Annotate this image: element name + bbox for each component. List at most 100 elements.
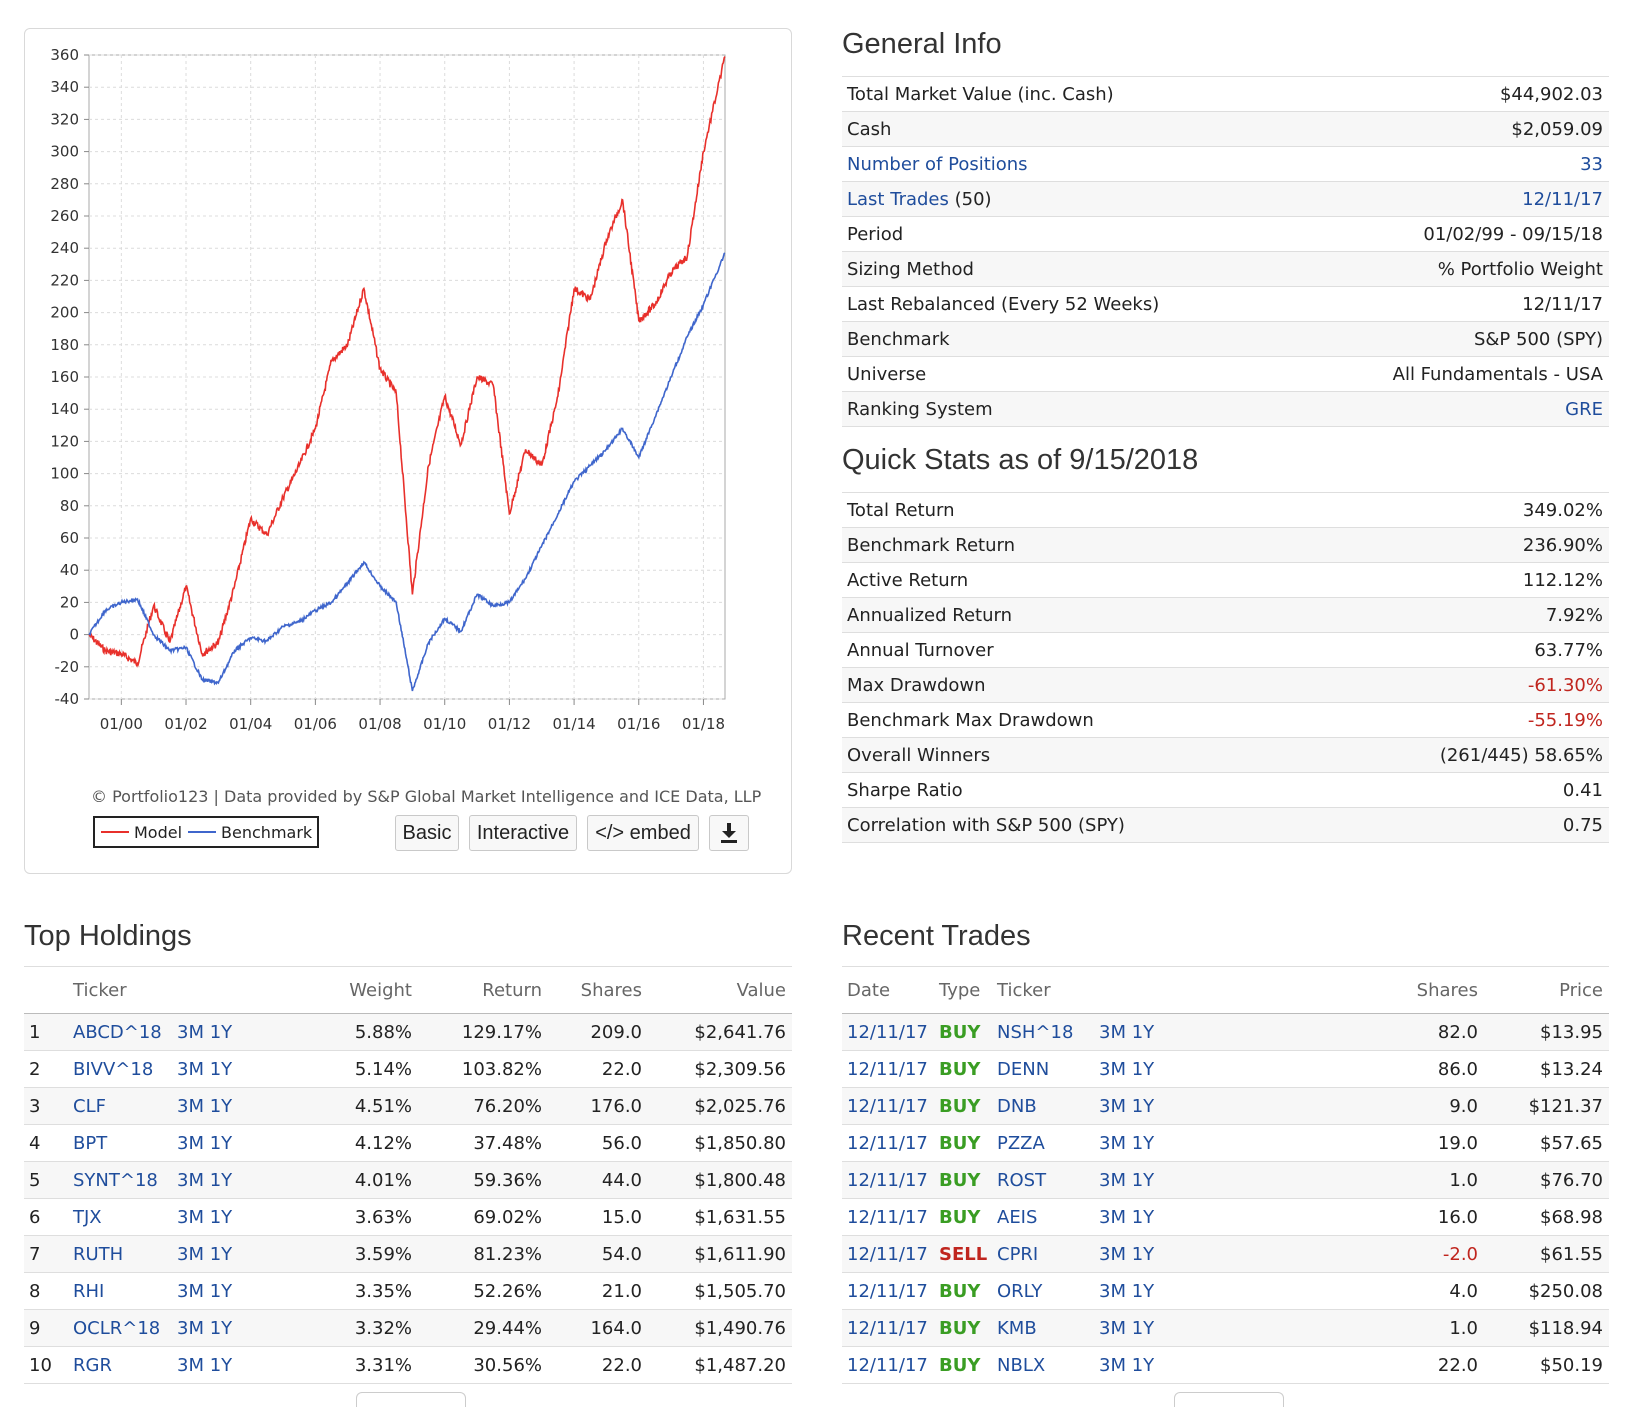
- trade-ticker-link[interactable]: AEIS: [996, 1198, 1098, 1236]
- ranking-system-link[interactable]: GRE: [1565, 398, 1603, 420]
- holding-ticker-link[interactable]: TJX: [72, 1198, 176, 1236]
- holding-3m-link[interactable]: 3M: [177, 1317, 204, 1339]
- trade-price: $76.70: [1484, 1161, 1609, 1199]
- date-header[interactable]: Date: [842, 966, 938, 1014]
- embed-button[interactable]: </> embed: [587, 815, 699, 851]
- stat-row: Correlation with S&P 500 (SPY) 0.75: [842, 807, 1609, 843]
- trade-date-link[interactable]: 12/11/17: [842, 1124, 938, 1162]
- trade-date-link[interactable]: 12/11/17: [842, 1309, 938, 1347]
- stat-label: Benchmark Return: [847, 534, 1015, 556]
- holding-1y-link[interactable]: 1Y: [209, 1354, 233, 1376]
- trade-ticker-link[interactable]: ORLY: [996, 1272, 1098, 1310]
- trade-3m-link[interactable]: 3M: [1099, 1206, 1126, 1228]
- trade-3m-link[interactable]: 3M: [1099, 1354, 1126, 1376]
- trade-1y-link[interactable]: 1Y: [1131, 1317, 1155, 1339]
- holding-ticker-link[interactable]: BPT: [72, 1124, 176, 1162]
- number-of-positions-link[interactable]: Number of Positions: [847, 153, 1028, 175]
- trade-3m-link[interactable]: 3M: [1099, 1317, 1126, 1339]
- holding-1y-link[interactable]: 1Y: [209, 1243, 233, 1265]
- trade-date-link[interactable]: 12/11/17: [842, 1013, 938, 1051]
- trade-1y-link[interactable]: 1Y: [1131, 1132, 1155, 1154]
- holding-3m-link[interactable]: 3M: [177, 1354, 204, 1376]
- trade-date-link[interactable]: 12/11/17: [842, 1235, 938, 1273]
- holding-ticker-link[interactable]: RHI: [72, 1272, 176, 1310]
- trade-1y-link[interactable]: 1Y: [1131, 1280, 1155, 1302]
- trade-date-link[interactable]: 12/11/17: [842, 1198, 938, 1236]
- holding-shares: 164.0: [548, 1309, 648, 1347]
- holding-ticker-link[interactable]: OCLR^18: [72, 1309, 176, 1347]
- holding-return: 129.17%: [418, 1013, 548, 1051]
- y-tick-label: 160: [50, 368, 79, 386]
- holding-3m-link[interactable]: 3M: [177, 1206, 204, 1228]
- trade-3m-link[interactable]: 3M: [1099, 1058, 1126, 1080]
- holding-1y-link[interactable]: 1Y: [209, 1280, 233, 1302]
- holding-1y-link[interactable]: 1Y: [209, 1317, 233, 1339]
- interactive-button[interactable]: Interactive: [469, 815, 577, 851]
- value-header[interactable]: Value: [648, 966, 792, 1014]
- holding-ticker-link[interactable]: RGR: [72, 1346, 176, 1384]
- holding-1y-link[interactable]: 1Y: [209, 1021, 233, 1043]
- holding-ticker-link[interactable]: CLF: [72, 1087, 176, 1125]
- trade-ticker-link[interactable]: KMB: [996, 1309, 1098, 1347]
- holding-ticker-link[interactable]: ABCD^18: [72, 1013, 176, 1051]
- last-trades-link[interactable]: Last Trades: [847, 188, 949, 210]
- trade-ticker-link[interactable]: NSH^18: [996, 1013, 1098, 1051]
- shares-header[interactable]: Shares: [1248, 966, 1484, 1014]
- holding-1y-link[interactable]: 1Y: [209, 1058, 233, 1080]
- shares-header[interactable]: Shares: [548, 966, 648, 1014]
- basic-button[interactable]: Basic: [395, 815, 459, 851]
- trade-ticker-link[interactable]: NBLX: [996, 1346, 1098, 1384]
- trade-date-link[interactable]: 12/11/17: [842, 1050, 938, 1088]
- ticker-header[interactable]: Ticker: [996, 966, 1098, 1014]
- trade-ticker-link[interactable]: PZZA: [996, 1124, 1098, 1162]
- trade-1y-link[interactable]: 1Y: [1131, 1169, 1155, 1191]
- trade-1y-link[interactable]: 1Y: [1131, 1206, 1155, 1228]
- holding-ticker-link[interactable]: BIVV^18: [72, 1050, 176, 1088]
- last-trades-count: (50): [948, 188, 992, 210]
- trade-1y-link[interactable]: 1Y: [1131, 1058, 1155, 1080]
- holding-3m-link[interactable]: 3M: [177, 1280, 204, 1302]
- holding-row: 9 OCLR^18 3M 1Y 3.32% 29.44% 164.0 $1,490.76: [24, 1309, 792, 1347]
- holding-3m-link[interactable]: 3M: [177, 1095, 204, 1117]
- holding-3m-link[interactable]: 3M: [177, 1132, 204, 1154]
- trade-3m-link[interactable]: 3M: [1099, 1280, 1126, 1302]
- ticker-header[interactable]: Ticker: [72, 966, 176, 1014]
- trade-3m-link[interactable]: 3M: [1099, 1169, 1126, 1191]
- price-header[interactable]: Price: [1484, 966, 1609, 1014]
- last-trades-date-link[interactable]: 12/11/17: [1522, 188, 1603, 210]
- trade-1y-link[interactable]: 1Y: [1131, 1354, 1155, 1376]
- holding-ticker-link[interactable]: SYNT^18: [72, 1161, 176, 1199]
- holding-3m-link[interactable]: 3M: [177, 1169, 204, 1191]
- download-button[interactable]: [709, 815, 749, 851]
- trade-1y-link[interactable]: 1Y: [1131, 1243, 1155, 1265]
- stat-row: Overall Winners (261/445) 58.65%: [842, 737, 1609, 773]
- trade-3m-link[interactable]: 3M: [1099, 1243, 1126, 1265]
- holding-shares: 209.0: [548, 1013, 648, 1051]
- trade-3m-link[interactable]: 3M: [1099, 1021, 1126, 1043]
- holding-return: 69.02%: [418, 1198, 548, 1236]
- trade-ticker-link[interactable]: CPRI: [996, 1235, 1098, 1273]
- type-header[interactable]: Type: [938, 966, 996, 1014]
- holding-ticker-link[interactable]: RUTH: [72, 1235, 176, 1273]
- trade-date-link[interactable]: 12/11/17: [842, 1161, 938, 1199]
- weight-header[interactable]: Weight: [298, 966, 418, 1014]
- number-of-positions-value[interactable]: 33: [1580, 153, 1603, 175]
- trade-1y-link[interactable]: 1Y: [1131, 1095, 1155, 1117]
- holding-1y-link[interactable]: 1Y: [209, 1206, 233, 1228]
- holding-1y-link[interactable]: 1Y: [209, 1169, 233, 1191]
- trade-ticker-link[interactable]: ROST: [996, 1161, 1098, 1199]
- holding-1y-link[interactable]: 1Y: [209, 1095, 233, 1117]
- return-header[interactable]: Return: [418, 966, 548, 1014]
- trade-1y-link[interactable]: 1Y: [1131, 1021, 1155, 1043]
- trade-date-link[interactable]: 12/11/17: [842, 1087, 938, 1125]
- trade-3m-link[interactable]: 3M: [1099, 1132, 1126, 1154]
- trade-3m-link[interactable]: 3M: [1099, 1095, 1126, 1117]
- holding-3m-link[interactable]: 3M: [177, 1243, 204, 1265]
- trade-ticker-link[interactable]: DNB: [996, 1087, 1098, 1125]
- trade-ticker-link[interactable]: DENN: [996, 1050, 1098, 1088]
- trade-date-link[interactable]: 12/11/17: [842, 1346, 938, 1384]
- holding-1y-link[interactable]: 1Y: [209, 1132, 233, 1154]
- holding-3m-link[interactable]: 3M: [177, 1021, 204, 1043]
- holding-3m-link[interactable]: 3M: [177, 1058, 204, 1080]
- trade-date-link[interactable]: 12/11/17: [842, 1272, 938, 1310]
